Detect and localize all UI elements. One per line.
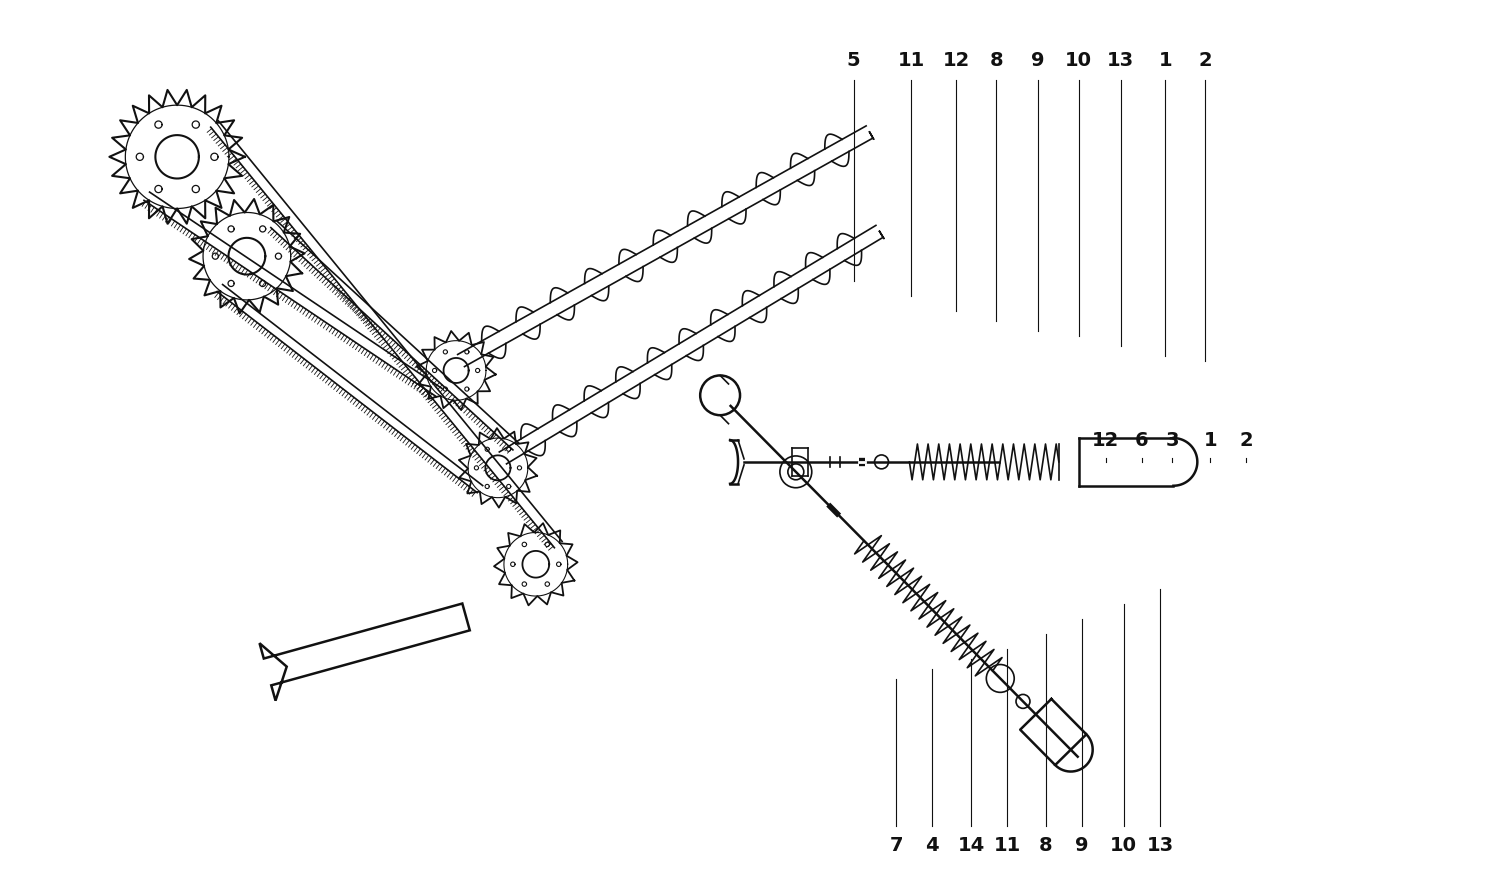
Text: 11: 11 <box>898 51 926 69</box>
Text: 12: 12 <box>942 51 970 69</box>
Text: 10: 10 <box>1065 51 1092 69</box>
Text: 7: 7 <box>890 836 903 855</box>
Text: 10: 10 <box>1110 836 1137 855</box>
Text: 6: 6 <box>1134 430 1149 450</box>
Polygon shape <box>260 603 470 700</box>
Text: 1: 1 <box>1158 51 1173 69</box>
Text: 12: 12 <box>1092 430 1119 450</box>
Text: 11: 11 <box>993 836 1020 855</box>
Text: 14: 14 <box>957 836 986 855</box>
Text: 5: 5 <box>847 51 861 69</box>
Text: 2: 2 <box>1239 430 1252 450</box>
Text: 1: 1 <box>1203 430 1216 450</box>
Text: 13: 13 <box>1148 836 1174 855</box>
Text: 3: 3 <box>1166 430 1179 450</box>
Text: 9: 9 <box>1030 51 1044 69</box>
Text: 9: 9 <box>1076 836 1089 855</box>
Text: 13: 13 <box>1107 51 1134 69</box>
Text: 8: 8 <box>990 51 1004 69</box>
Text: 4: 4 <box>926 836 939 855</box>
Text: 8: 8 <box>1040 836 1053 855</box>
Text: 2: 2 <box>1198 51 1212 69</box>
